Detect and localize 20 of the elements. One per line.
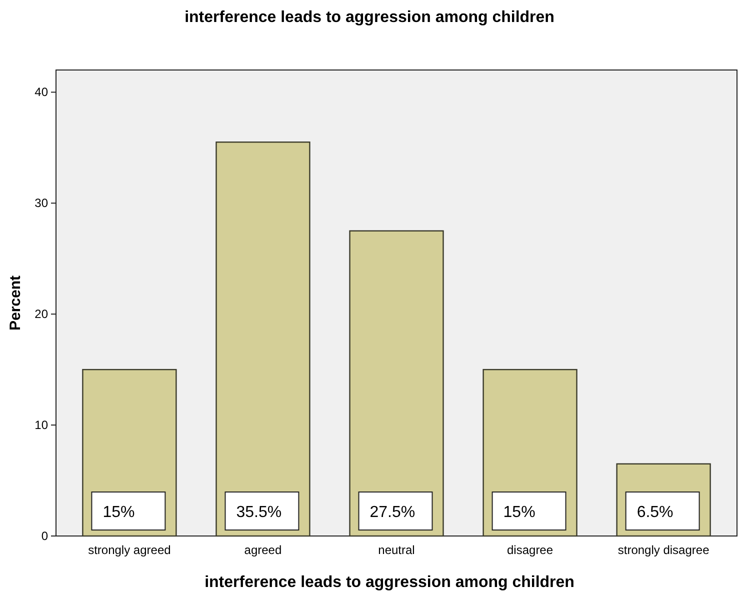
data-label: 15% [503,504,536,521]
x-tick-label: neutral [378,543,415,557]
x-tick-label: strongly agreed [88,543,171,557]
y-axis-title: Percent [7,275,24,331]
x-tick-label: disagree [507,543,554,557]
y-tick-label: 20 [34,307,48,322]
data-label: 35.5% [236,504,282,521]
x-tick-label: agreed [244,543,282,557]
data-label: 15% [102,504,135,521]
y-tick-label: 10 [34,418,48,432]
x-axis-title: interference leads to aggression among children [204,574,574,591]
x-tick-label: strongly disagree [618,543,710,557]
y-tick-label: 40 [34,85,48,100]
y-tick-label: 30 [34,196,48,210]
chart-title: interference leads to aggression among children [184,9,554,26]
data-label: 6.5% [636,504,674,521]
bar [216,142,310,537]
y-tick-label: 0 [41,529,48,543]
bar [349,230,444,537]
data-label: 27.5% [370,504,416,521]
